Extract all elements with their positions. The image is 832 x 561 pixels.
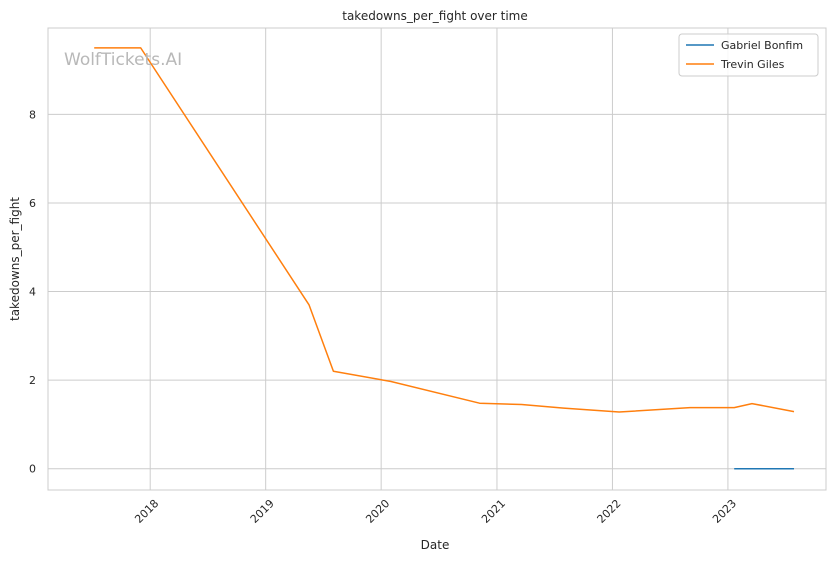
series-line-trevin-giles — [94, 47, 795, 413]
x-tick-label: 2019 — [248, 497, 277, 526]
legend-label-gabriel-bonfim: Gabriel Bonfim — [721, 39, 803, 52]
watermark-text: WolfTickets.AI — [64, 50, 182, 70]
y-tick-label: 4 — [29, 286, 36, 299]
x-axis-label: Date — [421, 538, 450, 552]
y-tick-label: 8 — [29, 108, 36, 121]
y-axis-label: takedowns_per_fight — [8, 197, 22, 321]
x-tick-labels: 2018 2019 2020 2021 2022 2023 — [132, 497, 739, 526]
x-tick-label: 2022 — [595, 497, 624, 526]
y-tick-labels: 0 2 4 6 8 — [29, 108, 36, 475]
plot-area — [47, 27, 827, 491]
series-lines — [94, 47, 795, 470]
y-tick-label: 2 — [29, 374, 36, 387]
legend: Gabriel Bonfim Trevin Giles — [678, 33, 819, 77]
grid-lines — [48, 28, 826, 490]
y-tick-label: 6 — [29, 197, 36, 210]
y-tick-label: 0 — [29, 463, 36, 476]
x-tick-label: 2020 — [363, 497, 392, 526]
legend-label-trevin-giles: Trevin Giles — [720, 58, 785, 71]
x-tick-label: 2018 — [132, 497, 161, 526]
x-tick-label: 2021 — [479, 497, 508, 526]
chart-title: takedowns_per_fight over time — [342, 9, 528, 23]
x-tick-label: 2023 — [710, 497, 739, 526]
